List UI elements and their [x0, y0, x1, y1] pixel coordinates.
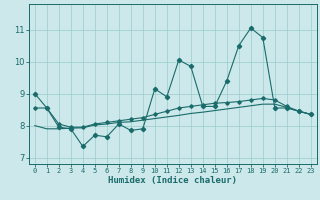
X-axis label: Humidex (Indice chaleur): Humidex (Indice chaleur) — [108, 176, 237, 185]
